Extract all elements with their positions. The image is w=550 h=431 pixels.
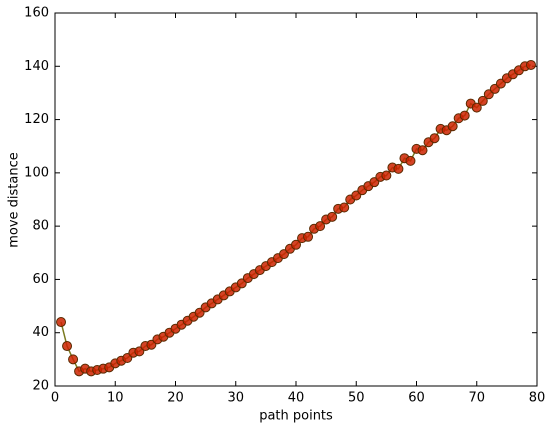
- point: [62, 341, 73, 352]
- y-tick-label: 120: [24, 112, 49, 127]
- y-tick-label: 100: [24, 165, 49, 180]
- x-tick-label: 0: [51, 391, 59, 406]
- x-axis-label: path points: [259, 409, 333, 424]
- point: [381, 170, 392, 181]
- y-tick-label: 160: [24, 6, 49, 21]
- x-tick-label: 20: [167, 391, 184, 406]
- point: [417, 145, 428, 156]
- point: [393, 163, 404, 174]
- point: [477, 95, 488, 106]
- series-line: [60, 64, 532, 373]
- x-tick-label: 70: [468, 391, 485, 406]
- point: [459, 110, 470, 121]
- point: [315, 221, 326, 232]
- point: [68, 354, 79, 365]
- x-tick-label: 30: [227, 391, 244, 406]
- x-tick-label: 50: [348, 391, 365, 406]
- x-tick-label: 80: [529, 391, 546, 406]
- point: [339, 202, 350, 213]
- y-tick-label: 20: [32, 379, 49, 394]
- y-axis-label: move distance: [7, 152, 22, 248]
- y-tick-label: 80: [32, 219, 49, 234]
- point: [447, 121, 458, 132]
- point: [525, 59, 536, 70]
- y-tick-label: 140: [24, 59, 49, 74]
- point: [291, 239, 301, 250]
- point: [429, 133, 440, 144]
- point: [405, 155, 416, 166]
- x-tick-label: 10: [107, 391, 124, 406]
- plot-frame: [54, 12, 538, 387]
- point: [56, 317, 67, 328]
- point: [471, 102, 482, 113]
- x-tick-label: 60: [408, 391, 425, 406]
- x-tick-label: 40: [288, 391, 305, 406]
- y-tick-label: 60: [32, 272, 49, 287]
- point: [303, 231, 314, 242]
- y-tick-label: 40: [32, 325, 49, 340]
- point: [327, 211, 338, 222]
